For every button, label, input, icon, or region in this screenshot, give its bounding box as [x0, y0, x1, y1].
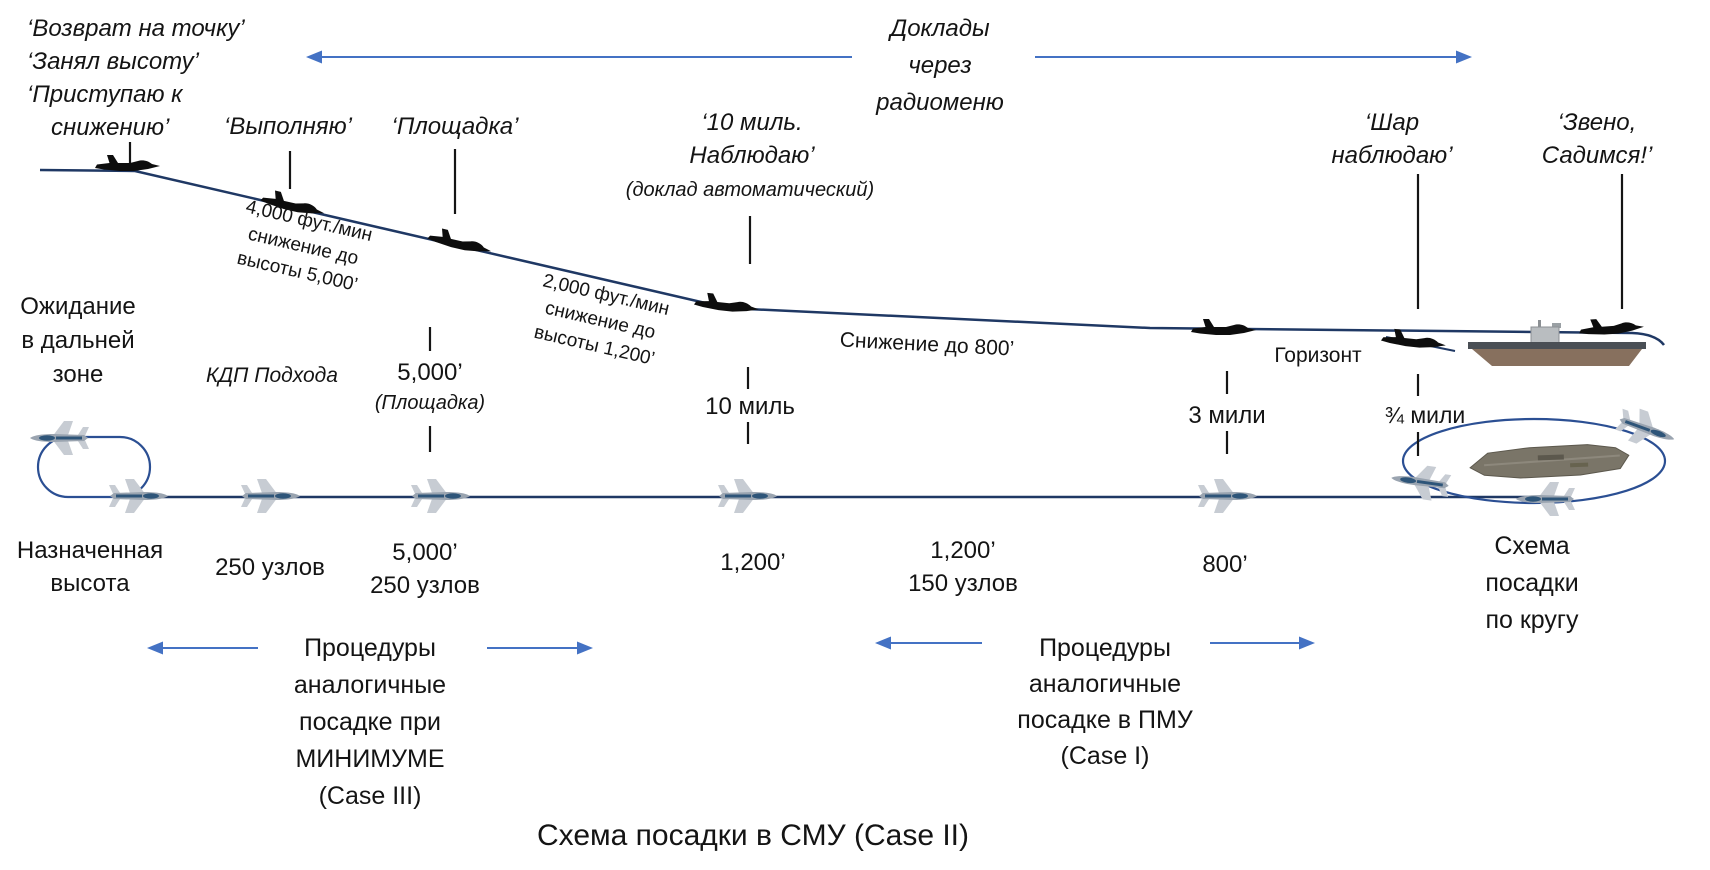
descent-path: [39, 168, 1666, 346]
alt-5000-speed-label: 5,000’ 250 узлов: [370, 536, 480, 602]
line: в дальней: [21, 327, 135, 354]
top-jet-icon: [411, 479, 470, 513]
line: ‘Занял высоту’: [27, 48, 199, 75]
horizon-label: Горизонт: [1274, 344, 1362, 367]
alt-5000-label: 5,000’: [397, 359, 463, 386]
kdp-approach-label: КДП Подхода: [206, 364, 338, 387]
alt-1200-label: 1,200’: [720, 549, 786, 576]
top-jet-icon: [1516, 482, 1575, 516]
top-jet-icon: [30, 421, 89, 455]
line: Процедуры: [304, 634, 436, 662]
top-jet-icon: [1198, 479, 1257, 513]
radio-call-platform: ‘Площадка’: [391, 113, 519, 140]
line: Ожидание: [20, 293, 136, 320]
line: 5,000’: [392, 539, 458, 566]
line: посадке в ПМУ: [1017, 706, 1193, 734]
case1-span-arrows: [875, 636, 1315, 650]
procedures-case1-block: Процедуры аналогичные посадке в ПМУ (Cas…: [1017, 630, 1192, 774]
circle-landing-scheme-label: Схема посадки по кругу: [1485, 528, 1578, 639]
assigned-altitude-label: Назначенная высота: [17, 534, 163, 600]
radio-span-arrow: [306, 50, 1472, 64]
line: ‘Возврат на точку’: [27, 15, 245, 42]
holding-zone-label: Ожидание в дальней зоне: [20, 290, 136, 392]
distance-10-miles: 10 миль: [705, 393, 795, 420]
carrier-side-view: [1468, 320, 1646, 366]
case3-span-arrows: [147, 641, 593, 655]
line: высота: [50, 570, 130, 597]
line: посадки: [1485, 569, 1579, 597]
diagram-title: Схема посадки в СМУ (Case II): [537, 819, 969, 852]
side-jet-icon: [95, 155, 160, 171]
holding-racetrack: [36, 435, 152, 499]
top-jet-icon: [241, 479, 300, 513]
line: снижению’: [51, 114, 170, 141]
radio-call-ball: ‘Шар наблюдаю’: [1331, 106, 1452, 172]
line: посадке при: [299, 708, 441, 736]
line: Доклады: [890, 15, 990, 42]
side-jet-icon: [1191, 319, 1256, 335]
side-jet-icon: [693, 291, 760, 315]
line: 150 узлов: [908, 570, 1018, 597]
line: Наблюдаю’: [689, 142, 815, 169]
line: МИНИМУМЕ: [295, 745, 445, 773]
top-jet-icon: [1612, 403, 1681, 456]
line: 1,200’: [930, 537, 996, 564]
line: (Case I): [1060, 742, 1150, 770]
procedures-case3-block: Процедуры аналогичные посадке при МИНИМУ…: [294, 630, 446, 815]
line: Процедуры: [1039, 634, 1171, 662]
alt-1200-speed-label: 1,200’ 150 узлов: [908, 534, 1018, 600]
radio-call-return-block: ‘Возврат на точку’ ‘Занял высоту’ ‘Прист…: [27, 12, 245, 144]
carrier-top-view: [1469, 444, 1630, 479]
top-jet-icon: [718, 479, 777, 513]
line: Садимся!’: [1541, 142, 1653, 169]
top-jet-icon: [109, 479, 168, 513]
landing-circle: [1401, 417, 1667, 505]
line: зоне: [52, 361, 104, 388]
line: радиоменю: [876, 89, 1004, 116]
line: ‘Звено,: [1557, 109, 1637, 136]
speed-250-label: 250 узлов: [215, 554, 325, 581]
line: ‘Приступаю к: [27, 81, 183, 108]
line: ‘10 миль.: [701, 109, 803, 136]
line: аналогичные: [1028, 670, 1182, 698]
line: ‘Шар: [1364, 109, 1420, 136]
line: Назначенная: [16, 537, 164, 564]
distance-three-quarter-mile: ¾ мили: [1384, 402, 1466, 428]
line: 250 узлов: [370, 572, 480, 599]
radio-menu-note: Доклады через радиоменю: [876, 10, 1004, 121]
alt-800-label: 800’: [1202, 551, 1248, 578]
line: (Case III): [318, 782, 422, 810]
radio-call-ten-miles-note: (доклад автоматический): [625, 179, 875, 201]
distance-3-miles: 3 мили: [1188, 402, 1266, 429]
line: через: [908, 52, 972, 79]
leader-lines: [128, 142, 1624, 456]
radio-call-link-landing: ‘Звено, Садимся!’: [1542, 106, 1653, 172]
alt-5000-note: (Площадка): [374, 392, 486, 414]
line: Схема: [1494, 532, 1570, 560]
line: наблюдаю’: [1331, 142, 1453, 169]
line: аналогичные: [293, 671, 447, 699]
line: по кругу: [1485, 606, 1579, 634]
radio-call-ten-miles: ‘10 миль. Наблюдаю’: [689, 106, 814, 172]
radio-call-execute: ‘Выполняю’: [224, 113, 352, 140]
